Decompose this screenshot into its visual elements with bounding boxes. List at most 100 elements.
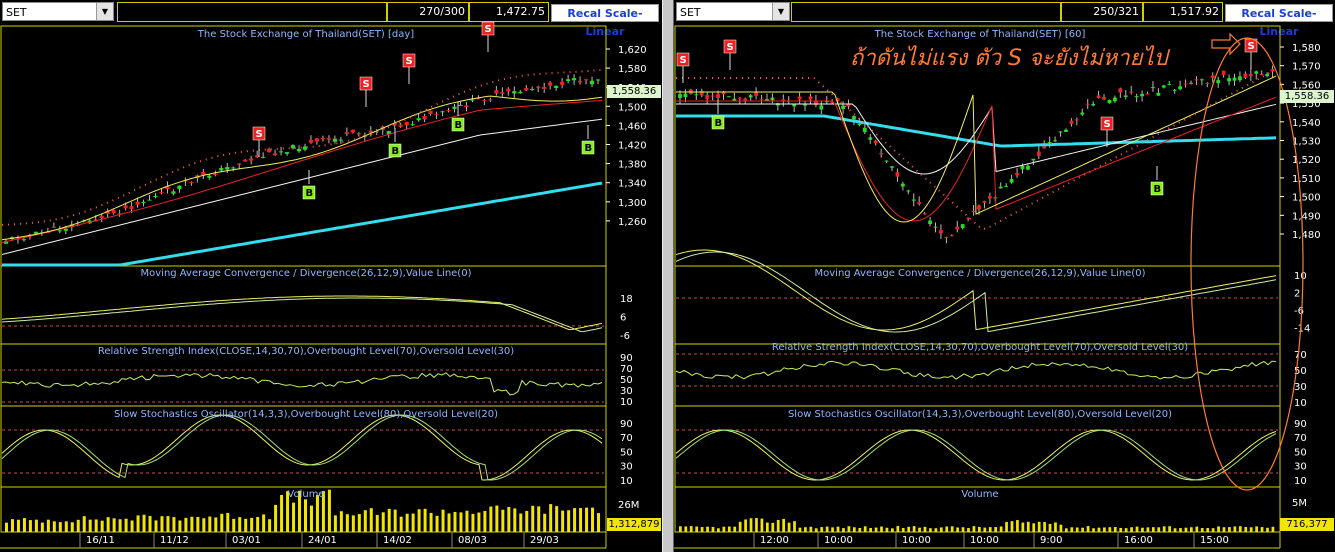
stochastic-d-line [1, 414, 603, 481]
volume-bar [561, 510, 565, 532]
candle [862, 127, 867, 133]
candle [1178, 86, 1183, 90]
volume-bar [238, 517, 242, 532]
candle [314, 138, 320, 142]
volume-bar [1010, 521, 1014, 532]
hourly-chart-svg[interactable]: 1,580 1,570 1,560 1,550 1,540 1,530 1,520 1,510… [674, 0, 1335, 552]
volume-bar [591, 507, 595, 532]
candle [1238, 76, 1242, 81]
volume-bar [1005, 522, 1008, 532]
candle [803, 104, 807, 106]
volume-bar [196, 516, 200, 532]
volume-bar [760, 518, 764, 532]
candle [219, 168, 224, 171]
candle [183, 180, 188, 182]
rsi-line [675, 360, 1277, 380]
recal-scale-button[interactable]: Recal Scale-Linear [1225, 4, 1333, 38]
candle [506, 88, 511, 92]
volume-bar [250, 517, 254, 532]
date-tick-label: 16/11 [86, 535, 115, 546]
candle [754, 91, 759, 96]
sell-signal-marker [252, 126, 266, 141]
candle [267, 148, 272, 153]
chevron-down-icon[interactable]: ▼ [772, 3, 789, 20]
stochastic-tick-label: 70 [620, 433, 633, 444]
candle [1004, 186, 1009, 188]
stochastic-tick-label: 30 [620, 462, 633, 473]
candle [727, 96, 731, 98]
signal-letter: B [306, 188, 314, 199]
chevron-down-icon[interactable]: ▼ [96, 3, 113, 20]
candle [819, 105, 824, 110]
volume-bar [298, 490, 302, 532]
daily-chart-svg[interactable]: 1,6201,5801,5401,5001,4601,4201,3801,340… [0, 0, 662, 552]
volume-bar [923, 526, 927, 532]
candle [117, 213, 122, 215]
date-tick-label: 9:00 [1040, 535, 1062, 546]
price-tick-label: 1,580 [1292, 43, 1321, 54]
candle [1172, 89, 1177, 91]
date-tick-label: 15:00 [1200, 535, 1229, 546]
volume-bar [978, 526, 981, 532]
candle [171, 191, 176, 194]
volume-bar [543, 513, 547, 532]
volume-bar [1075, 527, 1079, 532]
candle [476, 98, 481, 100]
volume-bar [58, 522, 62, 532]
stochastic-k-line [1, 414, 603, 481]
candle [1167, 83, 1172, 85]
candle [583, 79, 589, 81]
price-tick-label: 1,550 [1292, 99, 1321, 110]
candle [261, 156, 266, 158]
volume-bar [214, 517, 218, 532]
volume-bar [10, 519, 14, 532]
candle [906, 190, 911, 192]
candle [129, 206, 134, 210]
volume-bar [160, 516, 164, 532]
candle [33, 231, 38, 234]
signal-letter: S [363, 79, 370, 90]
candle [830, 101, 835, 103]
rsi-tick-label: 10 [1294, 398, 1307, 409]
price-tick-label: 1,520 [1292, 155, 1321, 166]
volume-bar [1016, 520, 1019, 532]
volume-bar [700, 527, 704, 532]
candle [290, 145, 296, 149]
symbol-value: SET [6, 6, 27, 19]
pane-splitter[interactable] [662, 0, 674, 552]
price-tick-label: 1,490 [1292, 211, 1321, 222]
volume-bar [34, 519, 38, 532]
volume-bar [945, 526, 949, 532]
annotation-text: ถ้าดันไม่แรง ตัว S จะยังไม่หายไป [850, 46, 1168, 71]
symbol-select[interactable]: SET ▼ [676, 2, 790, 21]
candle [536, 86, 541, 88]
recal-scale-button[interactable]: Recal Scale-Linear [551, 4, 659, 38]
price-panel-title: The Stock Exchange of Thailand(SET) [60] [874, 29, 1086, 40]
volume-bar [369, 508, 373, 532]
candle [1042, 146, 1047, 149]
candle [1140, 93, 1144, 97]
volume-bar [814, 528, 818, 532]
volume-bar [1130, 527, 1133, 532]
candle [542, 87, 547, 89]
rsi-tick-label: 90 [620, 353, 633, 364]
candle [518, 91, 523, 94]
candle [410, 124, 415, 126]
candle [1096, 95, 1101, 99]
volume-bar [869, 527, 872, 532]
symbol-value: SET [680, 6, 701, 19]
stochastic-tick-label: 70 [1294, 433, 1307, 444]
macd-tick-label: -6 [1294, 306, 1304, 317]
volume-bar [939, 527, 943, 532]
volume-bar [549, 504, 553, 532]
symbol-select[interactable]: SET ▼ [2, 2, 114, 21]
hourly-chart-pane: SET ▼ 250/321 1,517.92 Recal Scale-Linea… [674, 0, 1335, 552]
candle [1102, 97, 1106, 100]
volume-bar [220, 513, 224, 532]
candle [911, 199, 916, 201]
volume-bar [202, 518, 206, 532]
price-tick-label: 1,510 [1292, 174, 1321, 185]
volume-bar [1222, 527, 1226, 532]
volume-bar [1141, 527, 1144, 532]
candle [1015, 173, 1019, 176]
